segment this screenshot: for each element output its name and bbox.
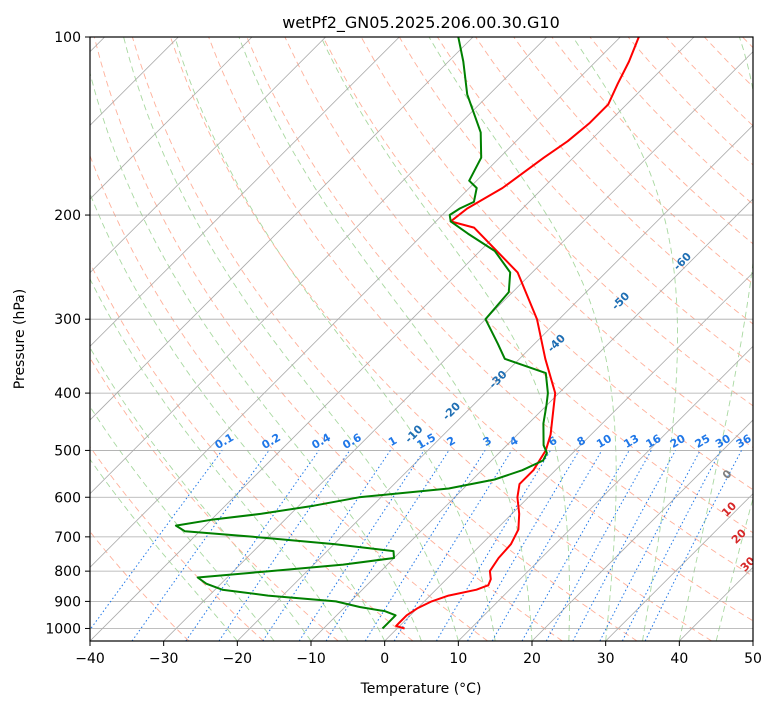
y-tick-label: 100 [54,30,81,46]
moist-adiabat-line [715,496,753,641]
x-axis: −40 −30 −20 −10 0 10 20 30 40 50 [75,641,762,667]
x-tick-label: 40 [670,651,688,667]
mixing-ratio-line [325,450,450,641]
isotherm-line [531,419,753,641]
y-tick-label: 500 [54,443,81,459]
mixing-ratio-line [521,450,630,641]
mixing-ratio-line [545,450,652,641]
profile-series [174,37,640,630]
mixing-ratio-line [90,450,223,631]
moist-adiabat-line [90,405,275,641]
x-tick-label: 0 [380,651,389,667]
moist-adiabat-line [174,37,496,641]
plot-frame [89,36,754,642]
isotherm-line [384,272,753,641]
isotherm-line [605,493,753,641]
isotherm-line [163,51,753,641]
isotherm-line [310,198,753,641]
dry-adiabat-line [90,262,414,641]
isotherm-line [90,37,400,347]
y-tick-label: 600 [54,490,81,506]
dry-adiabat-line [170,37,712,641]
mixing-ratio-line [621,450,722,641]
moist-adiabat-line [123,37,459,641]
chart-title: wetPf2_GN05.2025.206.00.30.G10 [282,13,560,33]
temperature-line [395,37,640,630]
y-tick-label: 900 [54,594,81,610]
mixing-ratio-line [262,450,391,641]
dry-adiabat-line [475,37,753,325]
mixing-ratio-line [393,450,513,641]
plot-area: 0.10.20.40.611.52346810131620253036-100-… [90,37,754,641]
y-tick-label: 800 [54,564,81,580]
mixing-ratio-label: 36 [734,432,754,451]
moist-adiabat-line [678,37,753,641]
y-tick-label: 300 [54,312,81,328]
x-axis-title: Temperature (°C) [360,681,482,697]
dewpoint-line [174,37,549,630]
dry-adiabat-line [208,37,753,622]
x-tick-label: 10 [449,651,467,667]
isotherm-line [90,37,547,495]
moist-adiabat-line [238,37,533,641]
x-tick-label: 20 [523,651,541,667]
dry-adiabat-line [93,37,563,641]
mixing-ratio-line [644,450,742,641]
isotherm-line [458,345,753,641]
isotherm-line [90,37,474,421]
isotherm-line [90,37,253,200]
dry-adiabat-line [246,37,753,577]
y-tick-label: 200 [54,208,81,224]
dry-adiabat-line [322,37,753,491]
dry-adiabat-line [513,37,753,285]
moist-adiabat-line [90,458,238,641]
x-tick-label: 50 [744,651,762,667]
moist-adiabat-line [90,278,349,641]
x-tick-label: 30 [597,651,615,667]
mixing-ratio-line [131,450,270,641]
dry-adiabat-line [90,445,264,641]
isotherm-line [90,37,695,641]
moist-adiabat-line [572,37,678,641]
mixing-ratio-line [218,450,351,641]
isotherm-line [90,37,326,274]
y-tick-label: 1000 [45,621,81,637]
y-tick-label: 400 [54,386,81,402]
isotherm-line [237,124,753,641]
moist-adiabat-line [320,37,570,641]
x-tick-label: −10 [296,651,326,667]
pressure-gridlines [90,37,753,629]
isotherms [90,37,753,641]
dry-adiabats [90,37,753,641]
y-tick-label: 700 [54,530,81,546]
dry-adiabat-line [90,357,339,641]
mixing-ratio-line [572,450,676,641]
dry-adiabat-line [131,37,638,641]
isotherm-line [90,37,621,568]
x-tick-label: −40 [75,651,105,667]
moist-adiabat-line [428,37,617,641]
moist-adiabat-line [90,71,422,641]
y-axis: 100 200 300 400 500 600 700 800 900 1000 [45,30,90,637]
moist-adiabat-line [90,192,386,641]
x-tick-label: −30 [149,651,179,667]
y-axis-title: Pressure (hPa) [12,289,28,389]
mixing-ratio-line [185,450,320,641]
dry-adiabat-line [284,37,753,534]
x-tick-label: −20 [223,651,253,667]
